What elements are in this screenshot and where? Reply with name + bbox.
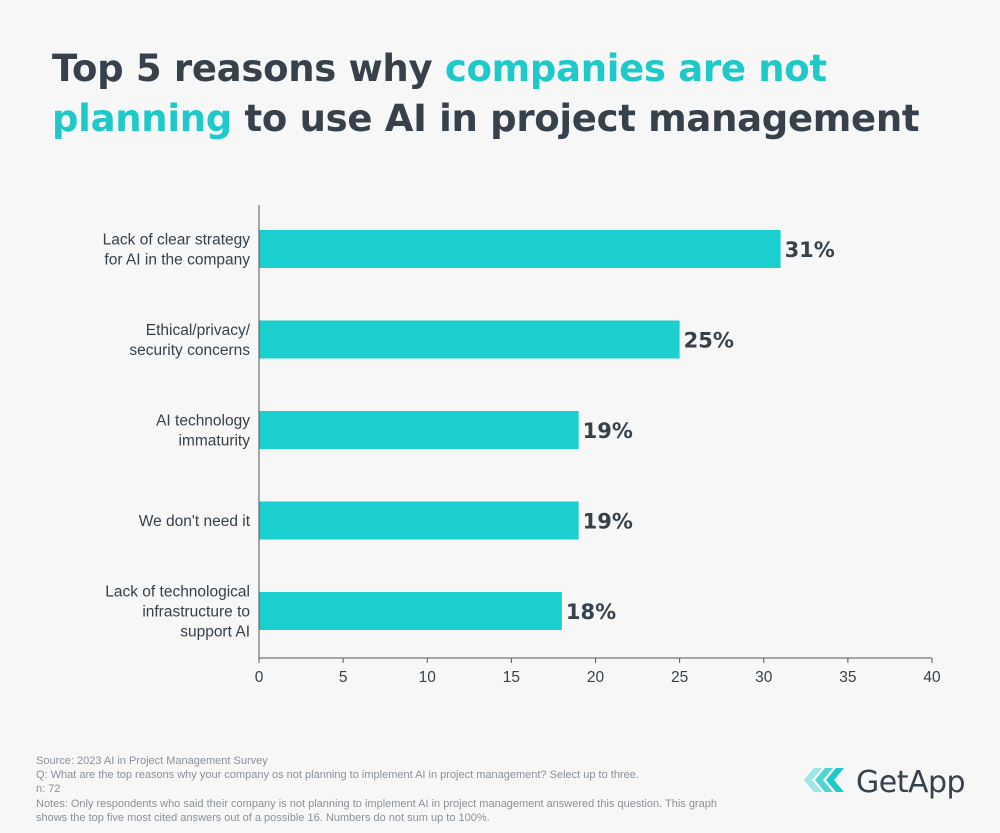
bar (259, 592, 562, 630)
bar (259, 501, 579, 540)
bar (259, 411, 579, 449)
category-label: Ethical/privacy/ (146, 322, 251, 339)
data-label: 19% (583, 419, 633, 443)
data-label: 25% (684, 329, 734, 353)
category-label: We don't need it (139, 513, 251, 530)
title-part-2: to use AI in project management (231, 97, 920, 140)
x-tick-label: 10 (419, 669, 437, 686)
getapp-logo: GetApp (804, 764, 984, 804)
x-tick-label: 5 (339, 669, 348, 686)
category-label: support AI (180, 624, 250, 641)
title-highlight-1: companies are not (444, 47, 827, 90)
footer-sample-size: n: 72 (36, 783, 61, 796)
x-tick-label: 0 (255, 669, 264, 686)
x-tick-label: 35 (839, 669, 856, 686)
data-label: 31% (785, 238, 835, 262)
title-part-1: Top 5 reasons why (52, 47, 445, 90)
category-label: for AI in the company (104, 252, 250, 269)
x-tick-label: 30 (755, 669, 773, 686)
footer-source: Source: 2023 AI in Project Management Su… (36, 755, 268, 767)
x-tick-label: 15 (503, 669, 520, 686)
category-label: security concerns (129, 342, 250, 359)
x-tick-label: 25 (671, 669, 688, 686)
footer-question: Q: What are the top reasons why your com… (36, 769, 639, 782)
data-label: 19% (583, 510, 633, 534)
category-label: Lack of technological (105, 584, 250, 601)
x-tick-label: 20 (587, 669, 605, 686)
data-label: 18% (566, 600, 616, 624)
footer-notes-text: Notes: Only respondents who said their c… (36, 797, 717, 824)
bar (259, 320, 680, 359)
getapp-chevron-logo-icon (804, 768, 844, 792)
bar (259, 230, 781, 268)
getapp-logo-text: GetApp (856, 765, 966, 800)
category-label: Lack of clear strategy (103, 232, 251, 249)
category-label: immaturity (179, 433, 251, 450)
title-highlight-2: planning (52, 97, 232, 140)
chart-title: Top 5 reasons why companies are not plann… (52, 44, 952, 144)
footer-notes: Source: 2023 AI in Project Management Su… (36, 754, 736, 825)
bar-chart: 31% Lack of clear strategy for AI in the c… (103, 205, 941, 686)
category-label: infrastructure to (142, 604, 250, 621)
x-tick-label: 40 (923, 669, 941, 686)
category-label: AI technology (156, 413, 250, 430)
